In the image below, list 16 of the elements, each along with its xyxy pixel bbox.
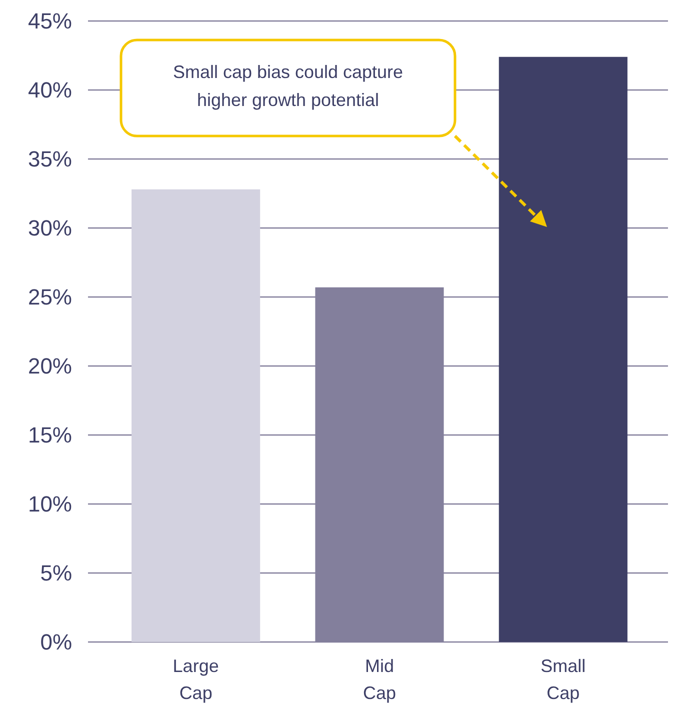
- y-tick-label: 45%: [28, 8, 72, 34]
- x-tick-label: Mid Cap: [362, 656, 396, 703]
- bar: [132, 189, 260, 642]
- y-tick-label: 5%: [40, 560, 72, 586]
- y-tick-label: 35%: [28, 146, 72, 172]
- y-tick-label: 20%: [28, 354, 72, 379]
- bar: [498, 56, 628, 642]
- y-tick-label: 0%: [40, 630, 72, 655]
- x-tick-label: Small Cap: [540, 656, 586, 703]
- y-tick-label: 40%: [28, 78, 72, 103]
- annotation: Small cap bias could capture higher growth potential: [172, 62, 404, 110]
- y-tick-label: 30%: [28, 216, 72, 241]
- y-tick-label: 15%: [28, 422, 72, 448]
- x-tick-label: Large Cap: [172, 656, 219, 703]
- y-tick-label: 10%: [28, 492, 72, 517]
- y-tick-label: 25%: [28, 284, 72, 310]
